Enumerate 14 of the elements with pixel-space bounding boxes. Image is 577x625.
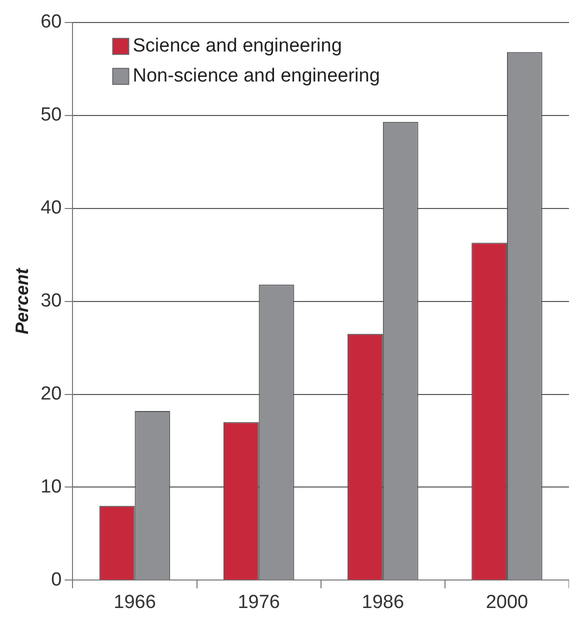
y-tick-label: 40	[40, 198, 62, 219]
y-tick-label: 10	[40, 476, 62, 498]
legend-label: Non-science and engineering	[132, 66, 380, 87]
y-tick-label: 60	[40, 12, 62, 33]
x-tick-label: 1986	[362, 592, 404, 613]
y-axis-title: Percent	[12, 267, 32, 334]
y-tick-label: 0	[51, 569, 62, 590]
y-tick-label: 50	[40, 104, 62, 126]
y-tick-label: 20	[40, 384, 62, 404]
x-tick-label: 1976	[238, 592, 280, 613]
x-tick-label: 1966	[114, 592, 156, 613]
x-tick-label: 2000	[486, 592, 528, 613]
y-tick-label: 30	[40, 290, 62, 312]
legend-label: Science and engineering	[132, 36, 342, 57]
